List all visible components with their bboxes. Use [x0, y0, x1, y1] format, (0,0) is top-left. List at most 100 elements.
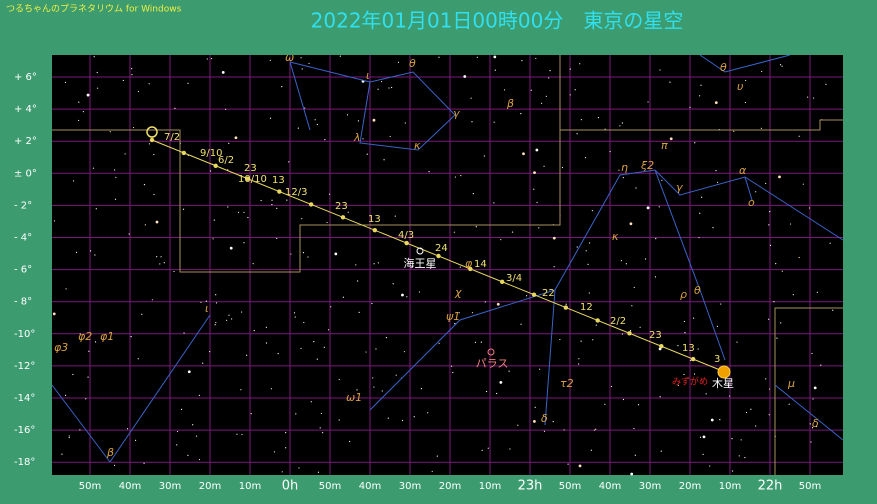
star [438, 342, 440, 344]
date-label: 7/2 [164, 132, 180, 143]
star [750, 408, 752, 410]
star [578, 358, 580, 360]
ra-label: 10m [719, 481, 741, 492]
star [365, 351, 367, 353]
line [544, 289, 556, 426]
star [540, 102, 543, 104]
star [316, 358, 318, 360]
dec-label: - 2° [14, 200, 32, 211]
star [392, 283, 394, 285]
star [661, 179, 663, 181]
path-dot [690, 356, 696, 362]
star [319, 427, 321, 429]
path-dot [404, 240, 409, 246]
star [604, 403, 606, 405]
path-dot [277, 189, 282, 194]
star-label: ξ2 [640, 159, 654, 172]
star [210, 58, 213, 60]
constellation-lines [51, 54, 844, 463]
star [813, 386, 817, 390]
star [463, 75, 467, 78]
star [96, 87, 99, 89]
star [65, 288, 67, 290]
path-dot [308, 202, 314, 207]
star [114, 169, 116, 171]
star [778, 175, 781, 179]
star [487, 447, 489, 449]
star [301, 68, 303, 70]
date-label: 22 [542, 288, 555, 299]
ra-label: 20m [679, 481, 701, 492]
star [308, 62, 310, 65]
star [511, 231, 514, 233]
grid [52, 55, 843, 475]
star [388, 87, 390, 89]
star [530, 89, 532, 91]
star-label: θ [694, 284, 701, 297]
star [549, 70, 551, 72]
star [153, 193, 155, 196]
ra-label: 30m [399, 481, 421, 492]
star [470, 97, 472, 99]
star [471, 312, 474, 314]
dec-label: - 8° [14, 297, 32, 308]
star [788, 403, 790, 405]
star [810, 441, 812, 443]
star [485, 390, 488, 393]
star-label: θ [409, 57, 416, 70]
star [128, 233, 130, 235]
star [563, 429, 565, 431]
star [712, 226, 714, 229]
star [316, 123, 318, 126]
star [413, 416, 415, 418]
star [205, 300, 207, 302]
star [429, 267, 432, 269]
star [250, 413, 252, 415]
sky-title: 2022年01月01日00時00分 東京の星空 [311, 9, 684, 33]
star [420, 388, 423, 390]
star [271, 203, 273, 206]
star [496, 302, 500, 306]
star [496, 392, 498, 395]
star [684, 332, 686, 334]
star [802, 183, 804, 185]
date-label: 12/3 [285, 187, 307, 198]
star [535, 148, 539, 152]
star [709, 465, 711, 467]
date-label: 24 [435, 243, 448, 254]
star [265, 326, 267, 328]
star [733, 130, 735, 132]
star [731, 438, 733, 440]
star [483, 155, 485, 157]
star [143, 462, 145, 464]
star [387, 417, 389, 419]
star [143, 184, 146, 186]
star [535, 57, 537, 60]
star [436, 455, 438, 457]
star [522, 152, 525, 156]
star [720, 303, 722, 305]
star [577, 363, 580, 365]
star [391, 86, 393, 89]
star [471, 121, 473, 123]
star-label: δ [812, 417, 819, 430]
star [669, 81, 671, 83]
star [646, 206, 650, 210]
star [187, 82, 189, 84]
star [182, 208, 185, 210]
star [202, 362, 204, 364]
star [174, 107, 176, 109]
star [68, 436, 70, 439]
star [130, 336, 132, 338]
ra-label: 50m [559, 481, 581, 492]
star [775, 263, 777, 265]
star-label: ψ1 [446, 310, 460, 323]
star [52, 312, 56, 316]
star [773, 300, 775, 303]
dec-label: -10° [14, 329, 35, 340]
date-label: 23 [244, 163, 257, 174]
star [93, 56, 95, 58]
star [324, 139, 326, 141]
star [137, 358, 139, 360]
star [578, 464, 582, 468]
